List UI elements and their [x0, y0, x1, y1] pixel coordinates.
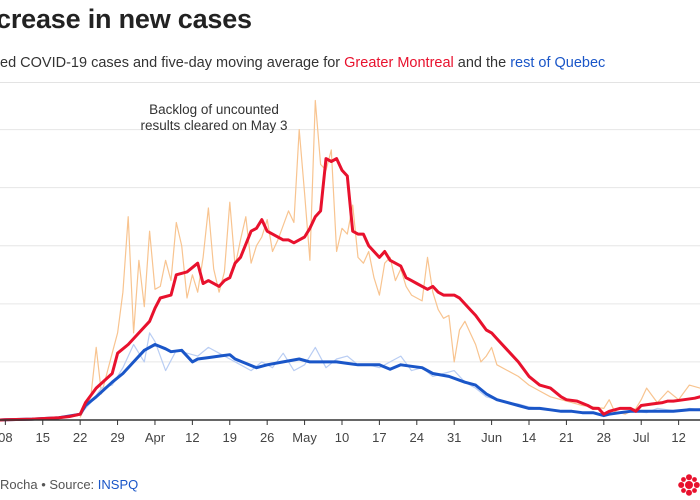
x-tick-label: 12	[671, 430, 685, 445]
cbc-gem-logo-icon	[678, 474, 700, 496]
x-tick-label: 24	[410, 430, 424, 445]
x-tick-label: 14	[522, 430, 536, 445]
x-tick-label: 17	[372, 430, 386, 445]
legend-greater-montreal: Greater Montreal	[344, 55, 454, 71]
annotation-text: results cleared on May 3	[140, 118, 287, 133]
x-tick-label: May	[292, 430, 317, 445]
montreal-average-line	[0, 157, 700, 422]
header-divider	[0, 82, 700, 83]
line-chart: 08 15 22 29 Apr 12 19 26 May 10 17 24 31 Jun 14 21 28 Jul…	[0, 99, 700, 445]
x-tick-label: 15	[36, 430, 50, 445]
x-tick-label: 21	[559, 430, 573, 445]
quebec-average-line	[0, 343, 700, 422]
x-tick-label: 28	[597, 430, 611, 445]
legend-rest-of-quebec: rest of Quebec	[510, 55, 606, 71]
source-link[interactable]: INSPQ	[97, 477, 139, 492]
x-tick-label: 26	[260, 430, 274, 445]
subtitle-and: and the	[453, 55, 511, 71]
x-tick-label: Jul	[633, 430, 650, 445]
x-tick-label: 12	[185, 430, 199, 445]
x-tick-label: 08	[0, 430, 13, 445]
x-tick-label: 22	[73, 430, 87, 445]
x-tick-label: 29	[110, 430, 124, 445]
montreal-daily-line	[79, 99, 700, 418]
chart-subtitle: ed COVID-19 cases and five-day moving av…	[0, 55, 605, 71]
x-tick-label: Jun	[481, 430, 502, 445]
subtitle-prefix: ed COVID-19 cases and five-day moving av…	[0, 55, 345, 71]
annotation-text: Backlog of uncounted	[149, 102, 279, 117]
x-tick-label: 31	[447, 430, 461, 445]
x-tick-label: 10	[335, 430, 349, 445]
x-tick-label: 19	[223, 430, 237, 445]
chart-credit: Rocha • Source: INSPQ	[0, 477, 138, 492]
x-tick-label: Apr	[145, 430, 166, 445]
credit-text: Rocha • Source:	[0, 477, 98, 492]
chart-title: crease in new cases	[0, 4, 252, 34]
